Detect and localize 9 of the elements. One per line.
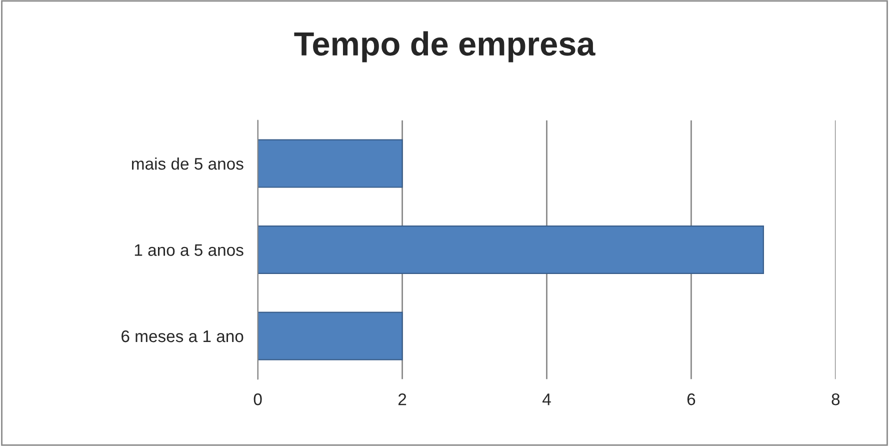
- y-tick-label: 6 meses a 1 ano: [122, 330, 244, 342]
- x-tick-label: 4: [542, 394, 551, 406]
- chart-title: Tempo de empresa: [294, 31, 596, 62]
- x-tick-label: 8: [832, 393, 840, 406]
- x-tick-label: 0: [254, 393, 262, 406]
- y-tick-label: mais de 5 anos: [132, 157, 244, 170]
- x-tick-label: 6: [687, 393, 696, 406]
- x-tick-label: 2: [398, 393, 406, 406]
- y-tick-label: 1 ano a 5 anos: [134, 244, 244, 256]
